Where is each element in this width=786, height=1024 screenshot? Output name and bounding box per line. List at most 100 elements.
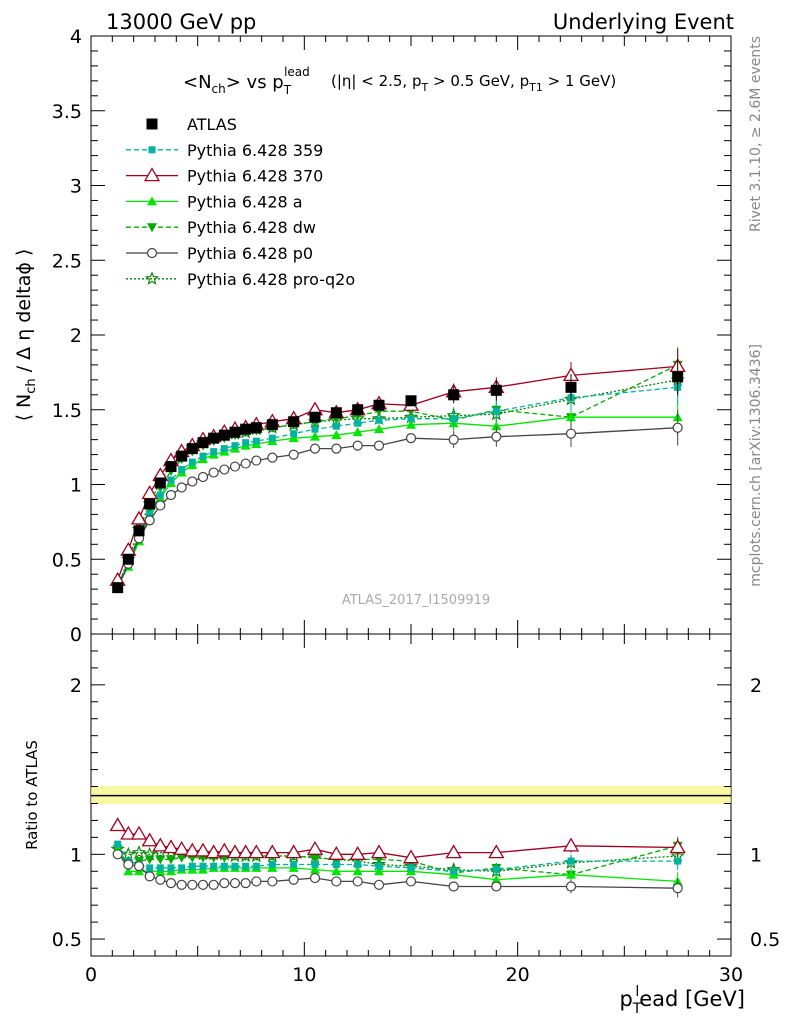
data-point — [267, 876, 278, 887]
main-y-axis-label: ⟨ Nch / Δ η deltaϕ ⟩ — [13, 249, 39, 422]
legend-label: Pythia 6.428 370 — [187, 167, 323, 186]
data-point — [167, 476, 175, 484]
data-point — [130, 825, 148, 840]
series-pythia-6-428-a — [112, 399, 683, 891]
data-point — [566, 869, 576, 879]
x-tick-label: 0 — [85, 964, 97, 986]
main-y-tick-label: 0.5 — [52, 549, 82, 571]
data-point — [406, 419, 416, 429]
data-point — [405, 433, 417, 444]
data-point — [208, 879, 219, 890]
data-point — [144, 515, 155, 526]
data-point — [184, 842, 201, 857]
x-tick-label: 30 — [719, 964, 743, 986]
data-point — [310, 431, 320, 441]
data-point — [311, 425, 319, 433]
data-point — [165, 489, 177, 501]
data-point — [109, 817, 126, 832]
data-point — [373, 399, 385, 411]
data-point — [331, 443, 342, 454]
data-point — [188, 862, 196, 870]
data-point — [146, 118, 158, 130]
data-point — [216, 842, 233, 857]
data-point — [491, 874, 502, 884]
legend-label: Pythia 6.428 359 — [187, 141, 323, 160]
data-point — [490, 384, 502, 396]
data-point — [240, 878, 251, 889]
svg-text:<Nch> vs pTlead: <Nch> vs pTlead — [183, 65, 310, 97]
data-point — [352, 876, 363, 887]
data-point — [445, 844, 462, 859]
data-point — [188, 458, 196, 466]
data-point — [248, 844, 265, 859]
data-point — [290, 430, 298, 438]
data-point — [226, 844, 244, 859]
data-point — [492, 407, 500, 415]
data-point — [122, 553, 134, 565]
data-point — [176, 879, 187, 890]
data-point — [219, 464, 230, 475]
data-point — [197, 471, 209, 483]
data-point — [669, 839, 686, 854]
data-point — [268, 434, 276, 442]
data-point — [194, 842, 212, 857]
data-point — [178, 864, 186, 872]
data-point — [220, 862, 228, 870]
data-point — [112, 582, 124, 594]
legend-label: Pythia 6.428 dw — [187, 218, 316, 237]
data-point — [199, 452, 207, 460]
data-point — [288, 449, 299, 460]
data-point — [672, 883, 683, 894]
data-point — [123, 866, 134, 876]
data-point — [566, 412, 576, 422]
series-line — [117, 427, 678, 588]
data-point — [173, 840, 190, 855]
svg-text:⟨ Nch / Δ η deltaϕ ⟩: ⟨ Nch / Δ η deltaϕ ⟩ — [13, 249, 39, 422]
data-point — [155, 500, 166, 511]
data-point — [373, 440, 385, 451]
data-point — [176, 482, 187, 493]
data-point — [288, 874, 299, 885]
data-point — [144, 855, 155, 865]
data-point — [154, 477, 166, 489]
legend-item: ATLAS — [146, 115, 237, 134]
data-point — [331, 430, 342, 440]
data-point — [565, 881, 577, 892]
data-point — [448, 389, 460, 401]
x-axis-label: pTlead [GeV] — [619, 984, 745, 1017]
data-point — [133, 861, 145, 872]
data-point — [492, 866, 500, 874]
data-point — [407, 415, 415, 423]
series-pythia-6-428-p0 — [112, 409, 683, 898]
data-point — [354, 419, 362, 427]
data-point — [242, 439, 250, 447]
main-y-tick-label: 2.5 — [52, 250, 82, 272]
ratio-y-tick-label: 0.5 — [52, 929, 82, 951]
data-point — [268, 860, 276, 868]
data-point — [205, 844, 222, 859]
ratio-y-tick-label-right: 2 — [750, 675, 762, 697]
data-point — [252, 437, 260, 445]
ratio-y-tick-label: 2 — [70, 675, 82, 697]
data-point — [488, 844, 505, 859]
data-point — [448, 434, 459, 445]
data-point — [229, 878, 241, 889]
data-point — [114, 840, 122, 848]
data-point — [218, 429, 230, 441]
data-point — [167, 864, 175, 872]
data-point — [328, 846, 345, 860]
data-point — [288, 416, 300, 428]
data-point — [130, 510, 148, 525]
data-point — [220, 445, 228, 453]
data-point — [146, 510, 154, 518]
legend-item: Pythia 6.428 a — [126, 192, 303, 211]
data-point — [165, 878, 177, 889]
plot-title: <Nch> vs pTlead (|η| < 2.5, pT > 0.5 GeV… — [183, 65, 616, 97]
data-point — [373, 879, 385, 890]
data-point — [231, 442, 239, 450]
data-point — [146, 247, 158, 259]
data-point — [152, 837, 169, 852]
data-point — [186, 443, 198, 455]
